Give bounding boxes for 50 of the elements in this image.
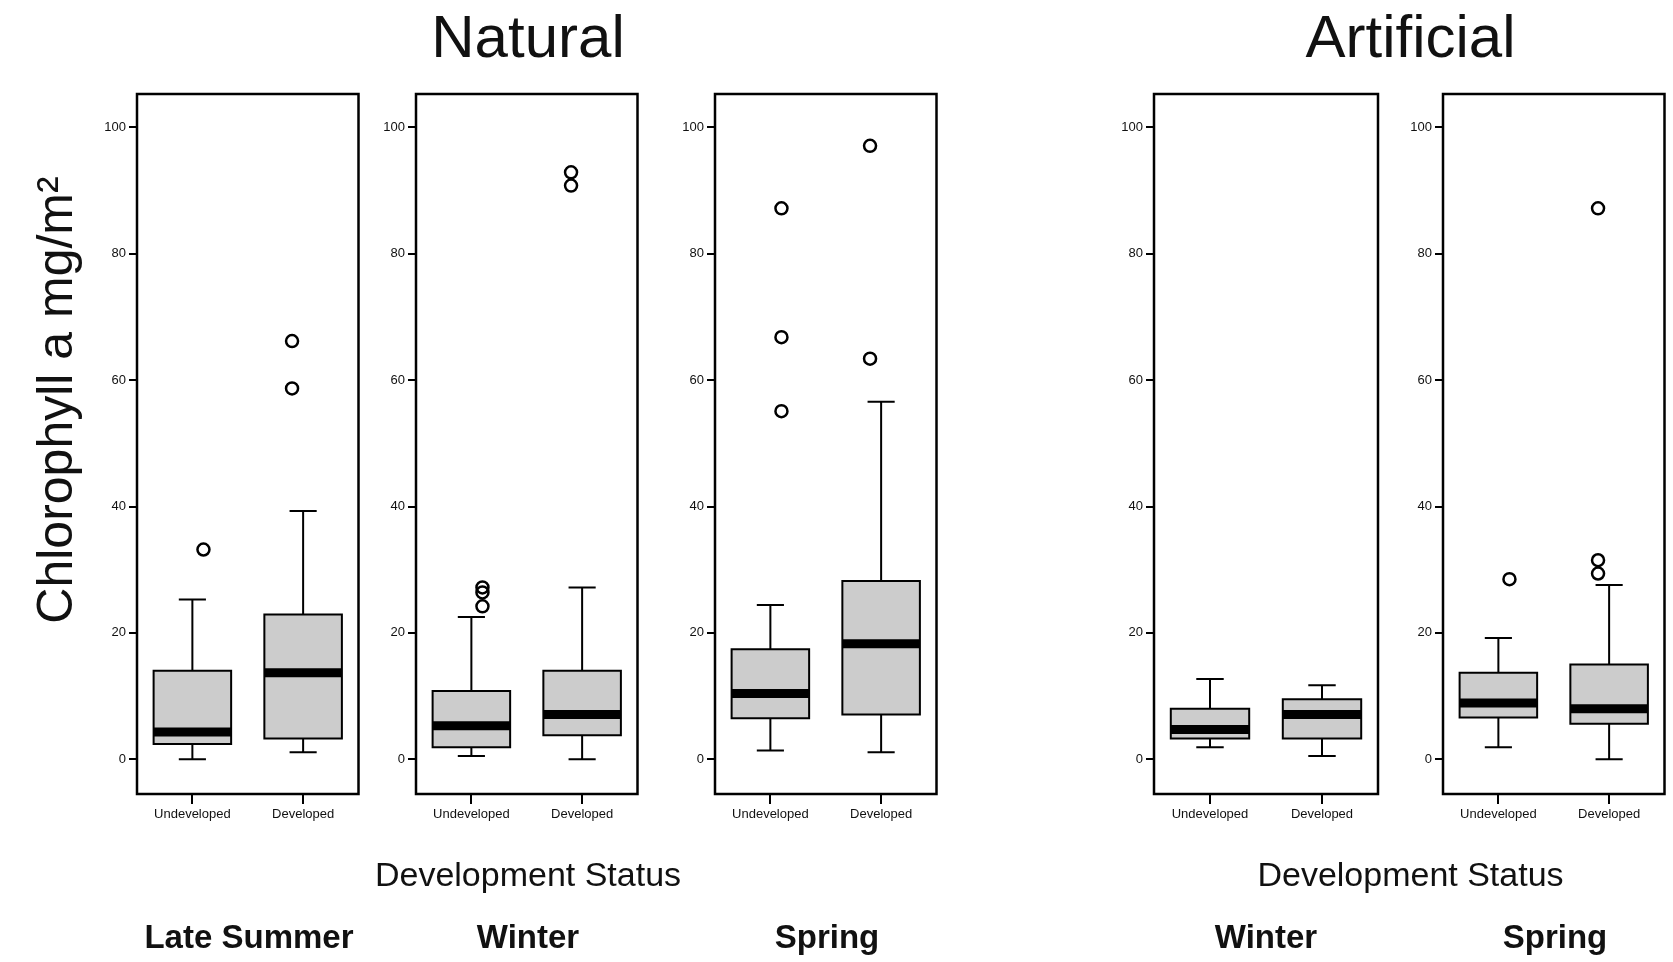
y-tick-label: 0 <box>696 750 704 766</box>
y-tick-label: 100 <box>682 119 704 135</box>
y-tick-label: 60 <box>1417 371 1432 387</box>
y-tick-label: 80 <box>1417 245 1432 261</box>
text: Winter <box>1214 918 1318 956</box>
x-tick-label: Undeveloped <box>1171 806 1249 822</box>
y-axis-title: Chlorophyll a mg/m² <box>26 176 84 624</box>
y-tick-label: 0 <box>397 750 405 766</box>
x-axis-title: Development Status <box>1257 855 1564 894</box>
y-tick-label: 100 <box>383 119 405 135</box>
y-tick-label: 60 <box>390 371 405 387</box>
x-tick-label: Undeveloped <box>1460 806 1537 822</box>
y-tick-label: 100 <box>1121 119 1143 135</box>
x-tick-label: Developed <box>272 806 335 822</box>
x-tick-label: Developed <box>1578 806 1641 822</box>
y-tick-label: 20 <box>111 624 126 640</box>
y-tick-label: 80 <box>689 245 704 261</box>
y-tick-label: 0 <box>1135 750 1143 766</box>
y-tick-label: 40 <box>390 498 405 514</box>
chart-title: Natural <box>431 2 625 71</box>
y-tick-label: 20 <box>1417 624 1432 640</box>
y-tick-label: 20 <box>390 624 405 640</box>
y-tick-label: 40 <box>111 498 126 514</box>
y-tick-label: 60 <box>111 371 126 387</box>
y-tick-label: 0 <box>118 750 126 766</box>
x-tick-label: Developed <box>551 806 614 822</box>
y-tick-label: 100 <box>1410 119 1432 135</box>
y-tick-label: 40 <box>689 498 704 514</box>
y-tick-label: 40 <box>1417 498 1432 514</box>
y-tick-label: 80 <box>1128 245 1143 261</box>
y-tick-label: 60 <box>1128 371 1143 387</box>
y-tick-label: 0 <box>1424 750 1432 766</box>
x-tick-label: Developed <box>1290 806 1354 822</box>
text: Spring <box>1502 918 1608 956</box>
x-tick-label: Undeveloped <box>433 806 510 822</box>
y-tick-label: 100 <box>104 119 126 135</box>
y-tick-label: 20 <box>1128 624 1143 640</box>
text: Winter <box>476 918 580 956</box>
x-tick-label: Developed <box>850 806 913 822</box>
x-tick-label: Undeveloped <box>732 806 809 822</box>
text: Late Summer <box>144 918 354 956</box>
text: Spring <box>774 918 880 956</box>
y-tick-label: 20 <box>689 624 704 640</box>
x-tick-label: Undeveloped <box>154 806 231 822</box>
y-tick-label: 80 <box>111 245 126 261</box>
y-tick-label: 60 <box>689 371 704 387</box>
x-axis-title: Development Status <box>374 855 682 894</box>
y-tick-label: 80 <box>390 245 405 261</box>
y-tick-label: 40 <box>1128 498 1143 514</box>
chart-title: Artificial <box>1305 2 1516 71</box>
